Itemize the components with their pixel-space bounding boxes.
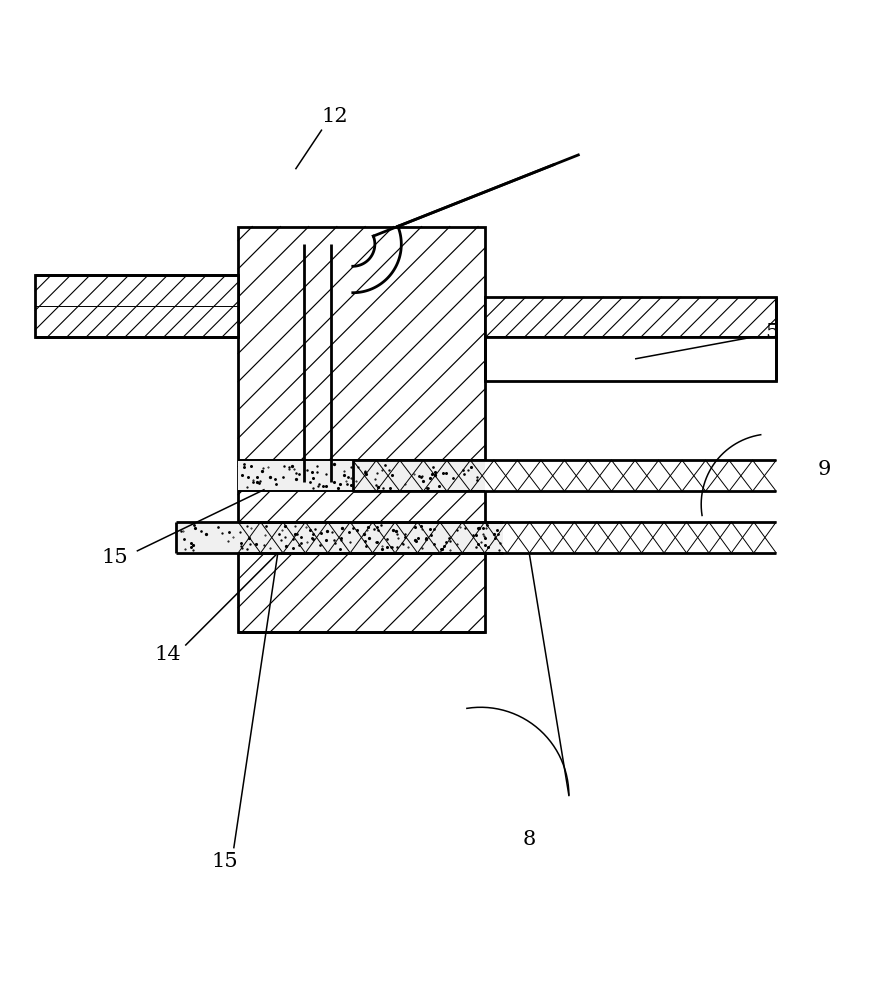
Text: 9: 9 [818,460,832,479]
Bar [35,275,238,337]
Bar [353,460,776,491]
Bar [485,297,776,337]
Text: 15: 15 [101,548,128,567]
Text: 15: 15 [212,852,238,871]
Bar [238,460,485,491]
Text: 8: 8 [522,830,536,849]
Text: 5: 5 [765,323,779,342]
Bar [176,522,503,553]
Bar [238,227,485,632]
Text: 14: 14 [154,645,181,664]
Bar [238,522,776,553]
Text: 12: 12 [322,107,348,126]
Bar [485,337,776,381]
